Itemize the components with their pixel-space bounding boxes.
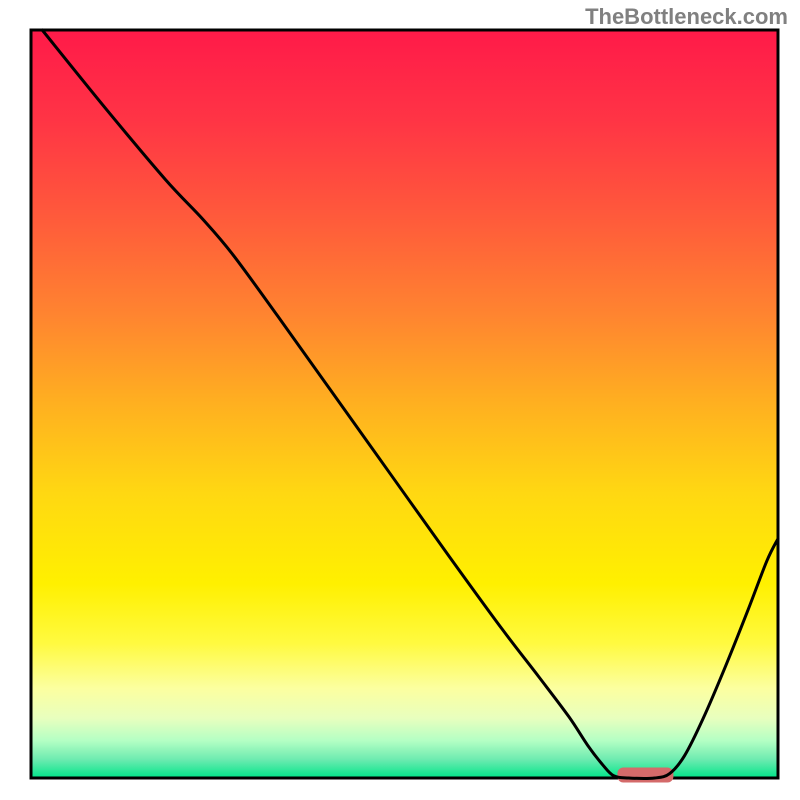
chart-svg (0, 0, 800, 800)
watermark-text: TheBottleneck.com (585, 4, 788, 30)
plot-background (31, 30, 778, 778)
bottleneck-chart: TheBottleneck.com (0, 0, 800, 800)
